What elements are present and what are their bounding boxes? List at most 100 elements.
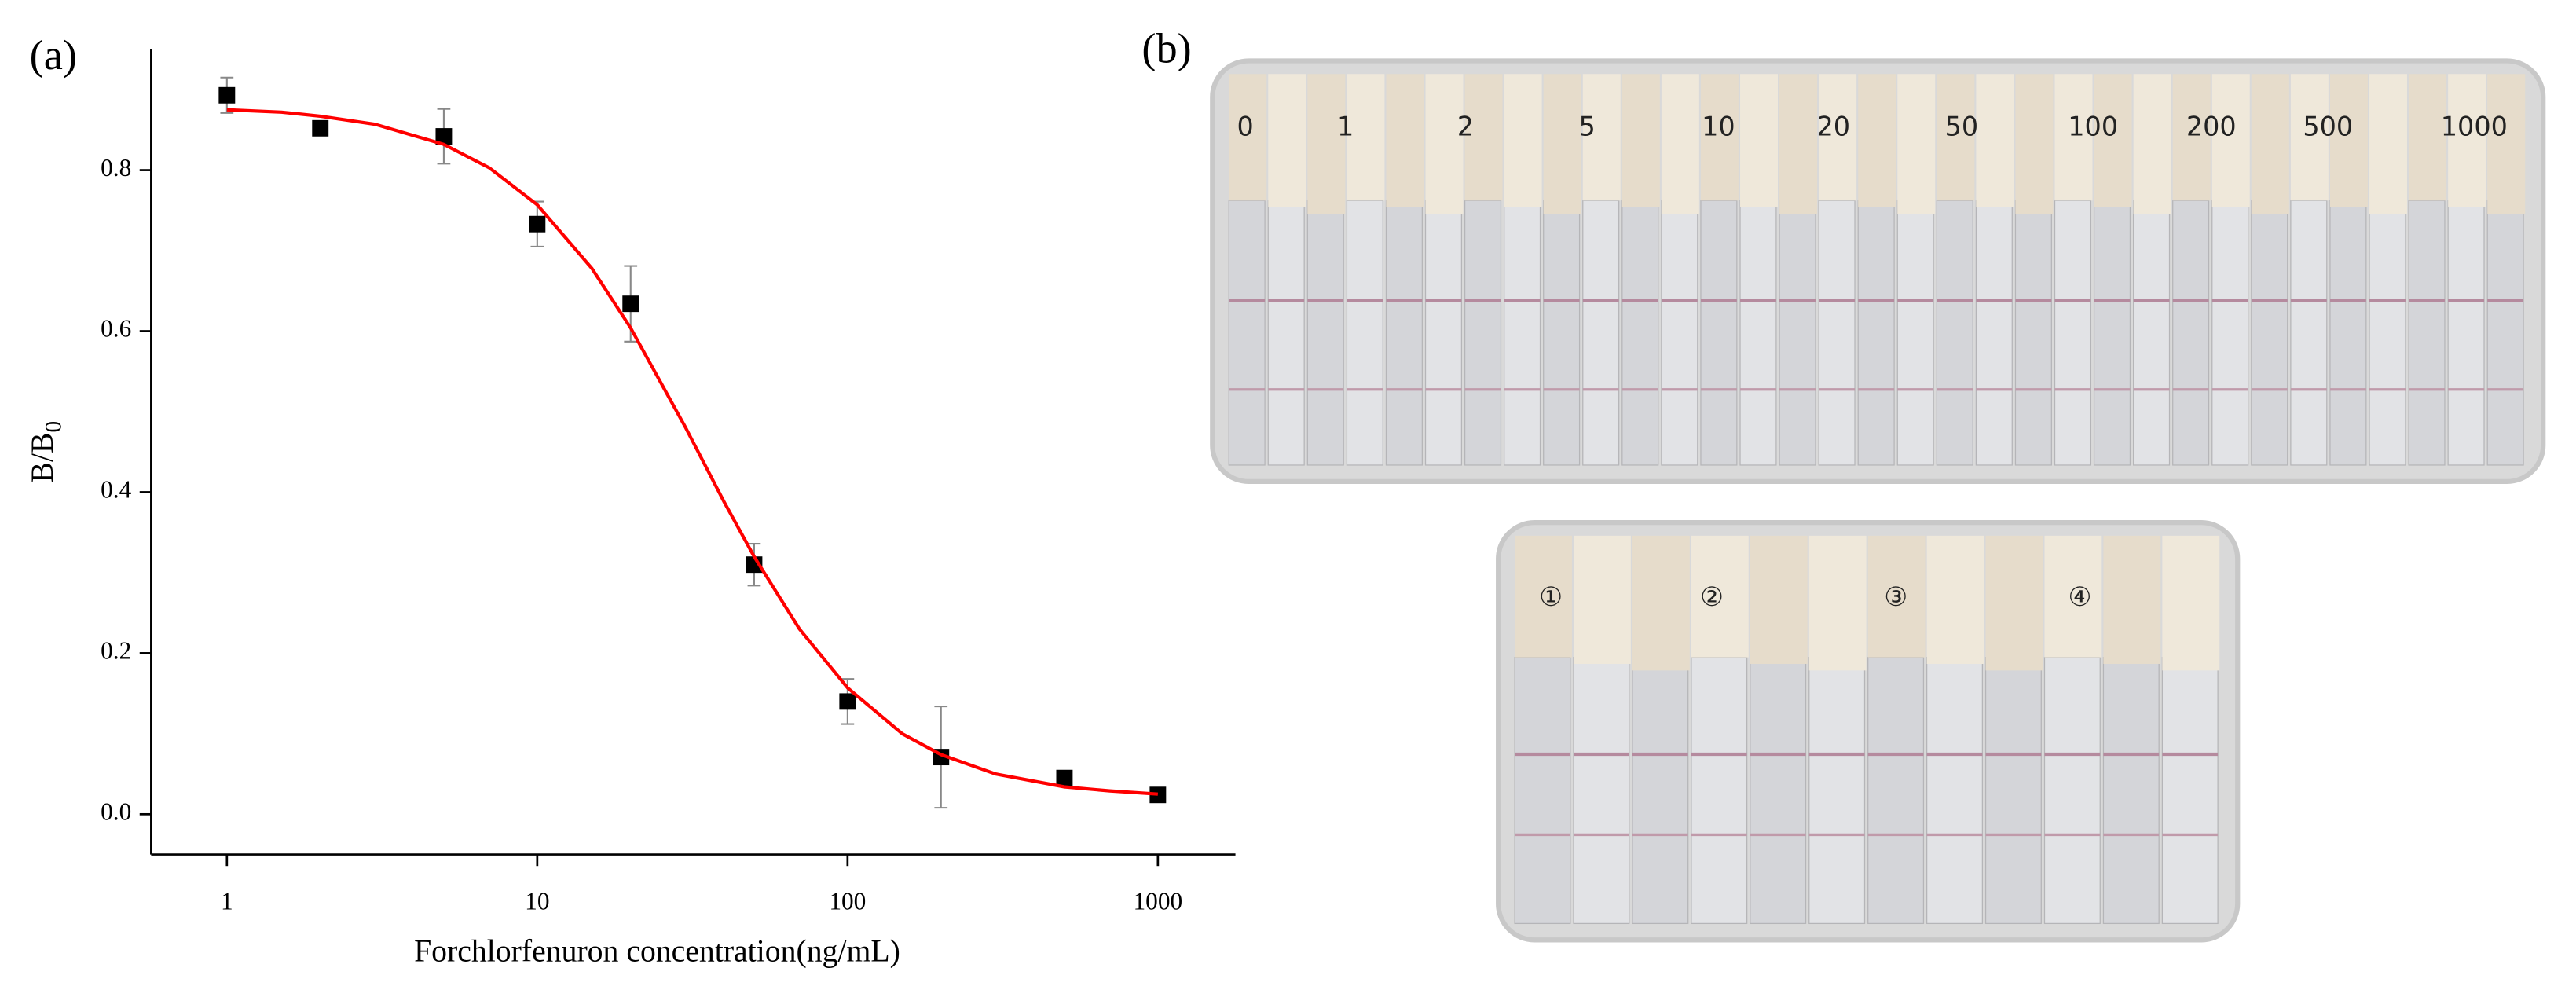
data-point (839, 693, 856, 710)
strip-pad (1819, 74, 1857, 201)
test-strip (1691, 656, 1748, 925)
panel-label: (b) (1141, 25, 1191, 72)
y-tick-label: 0.0 (101, 798, 131, 826)
test-strip (2290, 200, 2328, 466)
test-strip (1926, 656, 1984, 925)
test-strip (2251, 200, 2288, 466)
y-tick-label: 0.2 (101, 637, 131, 665)
strip-pad (1632, 535, 1690, 671)
test-strip (1984, 656, 2042, 925)
test-strip (1896, 200, 1934, 466)
test-strip (2043, 656, 2101, 925)
strip-pad (1268, 74, 1306, 207)
strip-pad (1543, 74, 1581, 214)
strip-label: 0 (1237, 112, 1253, 142)
strip-pad (1661, 74, 1699, 214)
strip-pad (2133, 74, 2171, 214)
data-point (435, 128, 453, 145)
test-strip (1228, 200, 1266, 466)
strip-pad (1229, 74, 1267, 201)
data-point (1056, 769, 1073, 786)
strip-pad (2015, 74, 2054, 214)
test-strip (2172, 200, 2210, 466)
test-strip (2408, 200, 2446, 466)
test-strip (1582, 200, 1620, 466)
test-strip (1936, 200, 1973, 466)
strip-pad (1515, 535, 1572, 658)
strip-pad (1985, 535, 2043, 671)
test-strip (2093, 200, 2131, 466)
data-point (529, 215, 546, 233)
strip-label: 1000 (2441, 112, 2508, 142)
test-strip (1750, 656, 1807, 925)
test-strip (1818, 200, 1856, 466)
test-strip (1267, 200, 1305, 466)
test-strip (1975, 200, 2013, 466)
y-tick-label: 0.4 (101, 476, 132, 504)
data-point (312, 119, 329, 137)
test-strip (2102, 656, 2160, 925)
strip-pad (2487, 74, 2526, 214)
x-tick-label: 10 (525, 888, 549, 915)
strip-label: 50 (1945, 112, 1979, 142)
strip-pad (1386, 74, 1424, 207)
x-tick-label: 1000 (1133, 888, 1182, 915)
strip-pad (1750, 535, 1808, 664)
test-strip (2329, 200, 2367, 466)
test-strip (1700, 200, 1738, 466)
y-tick-label: 0.6 (101, 315, 131, 343)
strip-pad (1574, 535, 1631, 664)
strip-pad (1504, 74, 1542, 207)
y-label-sub: 0 (41, 421, 66, 433)
strip-pad (1464, 74, 1503, 201)
strip-pad (1779, 74, 1818, 214)
test-strip (1739, 200, 1777, 466)
strip-pad (2369, 74, 2407, 214)
y-axis-label: B/B0 (25, 421, 66, 483)
strip-label: 20 (1816, 112, 1850, 142)
strip-pad (1307, 74, 1346, 214)
strip-pad (1347, 74, 1385, 201)
x-axis-label: Forchlorfenuron concentration(ng/mL) (414, 933, 900, 968)
test-strip (1632, 656, 1689, 925)
strip-pad (1926, 535, 1984, 664)
strip-pad (1808, 535, 1867, 671)
strip-pad (2329, 74, 2368, 207)
strip-label: 500 (2303, 112, 2353, 142)
test-strip (2054, 200, 2092, 466)
test-strip (1621, 200, 1659, 466)
panel-label: (a) (30, 31, 77, 79)
strip-pad (2054, 74, 2093, 201)
test-strip (1385, 200, 1423, 466)
test-strip (1661, 200, 1698, 466)
strip-pad (2290, 74, 2329, 201)
fit-curve (226, 108, 1158, 796)
data-point (1149, 786, 1167, 804)
strip-label: ③ (1884, 581, 1907, 612)
test-strip (1514, 656, 1571, 925)
test-strip (2211, 200, 2249, 466)
test-strip (1867, 656, 1925, 925)
test-strip (1464, 200, 1502, 466)
strip-pad (2103, 535, 2161, 664)
strip-pad (1867, 535, 1926, 658)
test-strip (1573, 656, 1630, 925)
strip-pad (1691, 535, 1749, 658)
strip-pad (2094, 74, 2132, 207)
strip-pad (2409, 74, 2447, 201)
data-point (218, 86, 236, 104)
test-strip (1779, 200, 1816, 466)
strip-label: ① (1539, 581, 1563, 612)
strip-label: 2 (1457, 112, 1474, 142)
strip-label: ④ (2068, 581, 2091, 612)
test-strip (2161, 656, 2219, 925)
test-strip (1424, 200, 1463, 466)
strip-pad (1937, 74, 1975, 201)
strip-pad (2211, 74, 2250, 207)
strip-label: 100 (2068, 112, 2118, 142)
strip-label: 10 (1702, 112, 1735, 142)
strip-pad (2162, 535, 2220, 671)
strip-pad (1582, 74, 1621, 201)
strip-pad (2251, 74, 2289, 214)
